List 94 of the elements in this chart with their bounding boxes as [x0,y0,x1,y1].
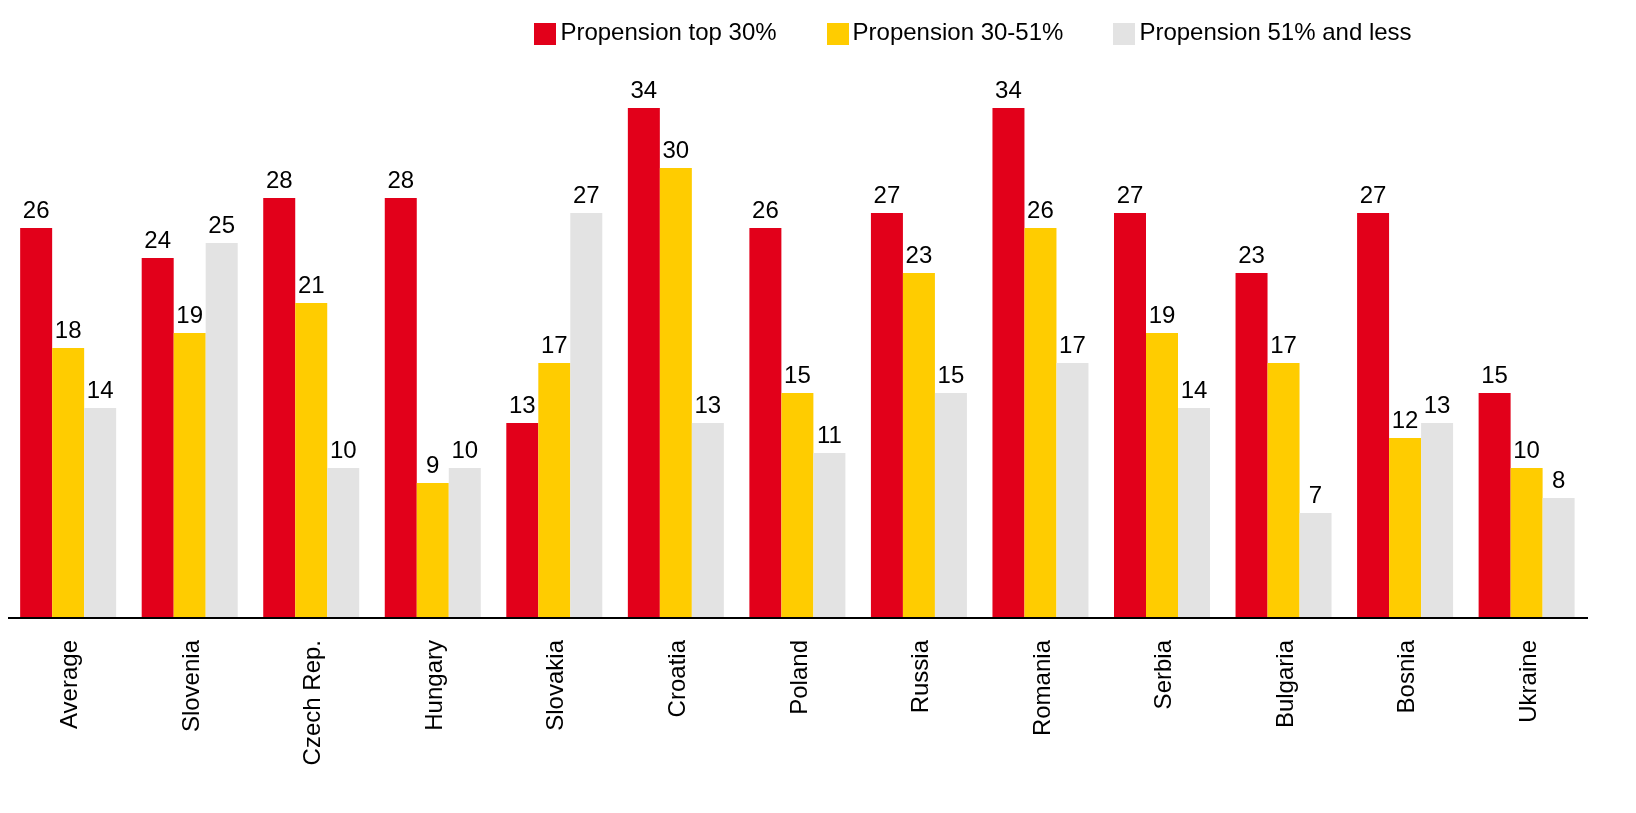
data-label: 14 [1180,376,1208,403]
x-tick-label: Bosnia [1392,639,1420,714]
data-label: 30 [662,136,690,163]
data-label: 10 [451,436,479,463]
x-tick-label: Serbia [1149,639,1177,710]
bar [84,408,117,618]
x-tick-label: Romania [1027,639,1055,737]
bar [1389,438,1422,618]
bar [1267,363,1300,618]
bar [448,468,481,618]
bar [295,303,328,618]
bar [1178,408,1210,618]
data-label: 9 [426,451,440,478]
bar [1114,213,1146,618]
bar [934,393,967,618]
data-label: 26 [22,196,50,223]
data-label: 27 [1116,181,1144,208]
data-label: 12 [1391,406,1419,433]
bar [570,213,603,618]
bar [627,108,660,618]
data-label: 19 [176,301,204,328]
x-tick-label: Slovakia [541,639,569,731]
bar [173,333,206,618]
x-tick-label: Hungary [419,640,447,731]
bar [691,423,724,618]
data-label: 26 [1027,196,1054,223]
bar [1235,273,1268,618]
bar [1357,213,1390,618]
data-label: 27 [572,181,600,208]
data-label: 26 [752,196,779,223]
data-label: 19 [1148,301,1176,328]
data-label: 34 [630,76,658,103]
data-label: 8 [1551,466,1566,493]
data-label: 13 [508,391,536,418]
bar [870,213,903,618]
data-label: 15 [937,361,965,388]
bar [506,423,539,618]
bar [902,273,935,618]
data-label: 28 [265,166,293,193]
data-label: 27 [1359,181,1387,208]
bar [20,228,53,618]
data-label: 14 [86,376,114,403]
x-tick-label: Bulgaria [1270,639,1298,729]
bar [1542,498,1575,618]
legend-label: Propension 51% and less [1139,18,1412,45]
x-tick-label: Russia [906,639,934,714]
bar [1510,468,1543,618]
x-tick-label: Average [55,640,83,729]
data-label: 13 [1423,391,1451,418]
data-label: 18 [54,316,82,343]
bar [52,348,85,618]
data-label: 23 [905,241,933,268]
data-label: 17 [1270,331,1297,358]
x-tick-label: Slovenia [176,639,204,733]
data-label: 25 [208,211,236,238]
bar [416,483,449,618]
data-label: 27 [873,181,901,208]
data-label: 7 [1308,481,1323,508]
bar [749,228,782,618]
bar [992,108,1025,618]
bar [1146,333,1178,618]
bar [263,198,296,618]
x-tick-label: Croatia [662,639,690,718]
x-tick-label: Ukraine [1513,640,1541,723]
data-label: 34 [995,76,1022,103]
bar [1478,393,1511,618]
data-label: 17 [540,331,568,358]
data-label: 10 [329,436,357,463]
data-label: 15 [784,361,811,388]
data-label: 23 [1238,241,1265,268]
bar [538,363,571,618]
data-label: 15 [1481,361,1508,388]
data-label: 13 [694,391,722,418]
bar [1421,423,1454,618]
bar [813,453,846,618]
bar [1024,228,1057,618]
legend-label: Propension top 30% [560,18,777,45]
x-tick-label: Czech Rep. [298,640,326,766]
data-label: 17 [1059,331,1086,358]
bar [1299,513,1332,618]
bar [141,258,174,618]
data-label: 24 [144,226,172,253]
bar [384,198,417,618]
x-tick-label: Poland [784,640,812,715]
data-label: 11 [816,421,842,448]
bar [327,468,360,618]
data-label: 10 [1513,436,1540,463]
bar [1056,363,1089,618]
data-label: 28 [387,166,415,193]
bar [205,243,238,618]
bar [781,393,814,618]
bar [659,168,692,618]
data-label: 21 [297,271,325,298]
legend-label: Propension 30-51% [852,18,1064,45]
